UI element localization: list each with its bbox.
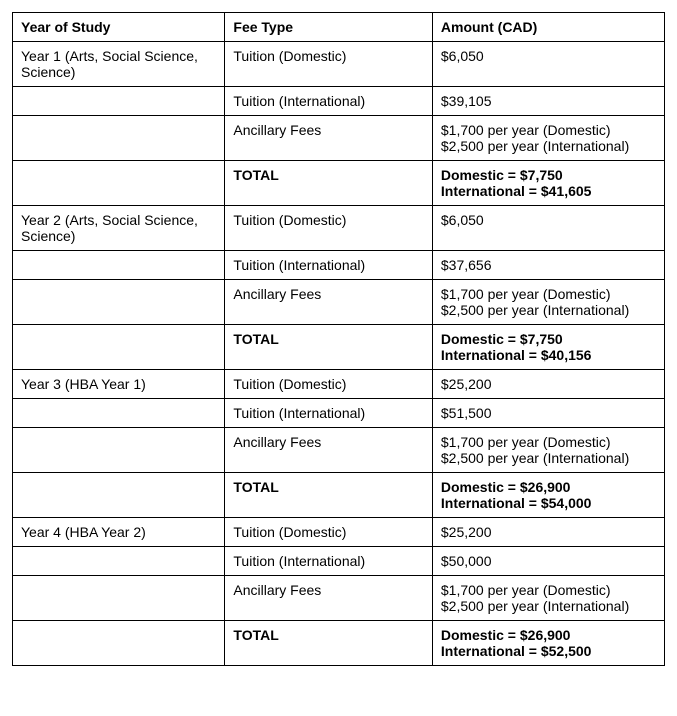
cell-year bbox=[13, 547, 225, 576]
cell-fee-type: TOTAL bbox=[225, 621, 433, 666]
cell-year bbox=[13, 621, 225, 666]
cell-fee-type: Tuition (International) bbox=[225, 251, 433, 280]
cell-fee-type: Tuition (Domestic) bbox=[225, 518, 433, 547]
cell-fee-type: Tuition (Domestic) bbox=[225, 42, 433, 87]
cell-fee-type: Ancillary Fees bbox=[225, 428, 433, 473]
header-year: Year of Study bbox=[13, 13, 225, 42]
table-row: Ancillary Fees$1,700 per year (Domestic)… bbox=[13, 116, 665, 161]
cell-amount: $1,700 per year (Domestic)$2,500 per yea… bbox=[432, 280, 664, 325]
cell-amount: $1,700 per year (Domestic)$2,500 per yea… bbox=[432, 576, 664, 621]
cell-amount: $6,050 bbox=[432, 42, 664, 87]
cell-fee-type: Tuition (Domestic) bbox=[225, 206, 433, 251]
cell-year: Year 1 (Arts, Social Science, Science) bbox=[13, 42, 225, 87]
table-row: Year 1 (Arts, Social Science, Science)Tu… bbox=[13, 42, 665, 87]
table-row: Ancillary Fees$1,700 per year (Domestic)… bbox=[13, 576, 665, 621]
cell-amount: $37,656 bbox=[432, 251, 664, 280]
cell-fee-type: TOTAL bbox=[225, 325, 433, 370]
table-body: Year 1 (Arts, Social Science, Science)Tu… bbox=[13, 42, 665, 666]
cell-amount: Domestic = $26,900International = $52,50… bbox=[432, 621, 664, 666]
table-row: Year 3 (HBA Year 1)Tuition (Domestic)$25… bbox=[13, 370, 665, 399]
table-row: Tuition (International)$39,105 bbox=[13, 87, 665, 116]
cell-year bbox=[13, 161, 225, 206]
cell-year bbox=[13, 116, 225, 161]
cell-year bbox=[13, 576, 225, 621]
cell-fee-type: TOTAL bbox=[225, 473, 433, 518]
table-row: Year 4 (HBA Year 2)Tuition (Domestic)$25… bbox=[13, 518, 665, 547]
cell-amount: $25,200 bbox=[432, 370, 664, 399]
cell-amount: $1,700 per year (Domestic)$2,500 per yea… bbox=[432, 116, 664, 161]
table-row: Tuition (International)$50,000 bbox=[13, 547, 665, 576]
cell-year bbox=[13, 280, 225, 325]
fees-table: Year of Study Fee Type Amount (CAD) Year… bbox=[12, 12, 665, 666]
cell-year: Year 3 (HBA Year 1) bbox=[13, 370, 225, 399]
table-row: Ancillary Fees$1,700 per year (Domestic)… bbox=[13, 428, 665, 473]
cell-amount: Domestic = $26,900International = $54,00… bbox=[432, 473, 664, 518]
cell-amount: $51,500 bbox=[432, 399, 664, 428]
cell-year bbox=[13, 87, 225, 116]
cell-fee-type: Ancillary Fees bbox=[225, 116, 433, 161]
cell-fee-type: Tuition (International) bbox=[225, 399, 433, 428]
cell-year bbox=[13, 399, 225, 428]
table-row: TOTALDomestic = $7,750International = $4… bbox=[13, 161, 665, 206]
table-row: Tuition (International)$51,500 bbox=[13, 399, 665, 428]
cell-year: Year 4 (HBA Year 2) bbox=[13, 518, 225, 547]
cell-fee-type: Ancillary Fees bbox=[225, 280, 433, 325]
cell-fee-type: TOTAL bbox=[225, 161, 433, 206]
cell-year bbox=[13, 325, 225, 370]
cell-year bbox=[13, 473, 225, 518]
cell-fee-type: Tuition (International) bbox=[225, 547, 433, 576]
cell-amount: $6,050 bbox=[432, 206, 664, 251]
cell-amount: Domestic = $7,750International = $40,156 bbox=[432, 325, 664, 370]
table-row: TOTALDomestic = $26,900International = $… bbox=[13, 621, 665, 666]
header-fee: Fee Type bbox=[225, 13, 433, 42]
cell-amount: $39,105 bbox=[432, 87, 664, 116]
table-row: TOTALDomestic = $26,900International = $… bbox=[13, 473, 665, 518]
cell-fee-type: Tuition (Domestic) bbox=[225, 370, 433, 399]
table-row: Ancillary Fees$1,700 per year (Domestic)… bbox=[13, 280, 665, 325]
cell-amount: $50,000 bbox=[432, 547, 664, 576]
table-row: TOTALDomestic = $7,750International = $4… bbox=[13, 325, 665, 370]
cell-amount: Domestic = $7,750International = $41,605 bbox=[432, 161, 664, 206]
cell-year: Year 2 (Arts, Social Science, Science) bbox=[13, 206, 225, 251]
cell-year bbox=[13, 428, 225, 473]
cell-amount: $25,200 bbox=[432, 518, 664, 547]
table-row: Year 2 (Arts, Social Science, Science)Tu… bbox=[13, 206, 665, 251]
cell-year bbox=[13, 251, 225, 280]
cell-amount: $1,700 per year (Domestic)$2,500 per yea… bbox=[432, 428, 664, 473]
header-amount: Amount (CAD) bbox=[432, 13, 664, 42]
cell-fee-type: Tuition (International) bbox=[225, 87, 433, 116]
table-header-row: Year of Study Fee Type Amount (CAD) bbox=[13, 13, 665, 42]
cell-fee-type: Ancillary Fees bbox=[225, 576, 433, 621]
table-row: Tuition (International)$37,656 bbox=[13, 251, 665, 280]
